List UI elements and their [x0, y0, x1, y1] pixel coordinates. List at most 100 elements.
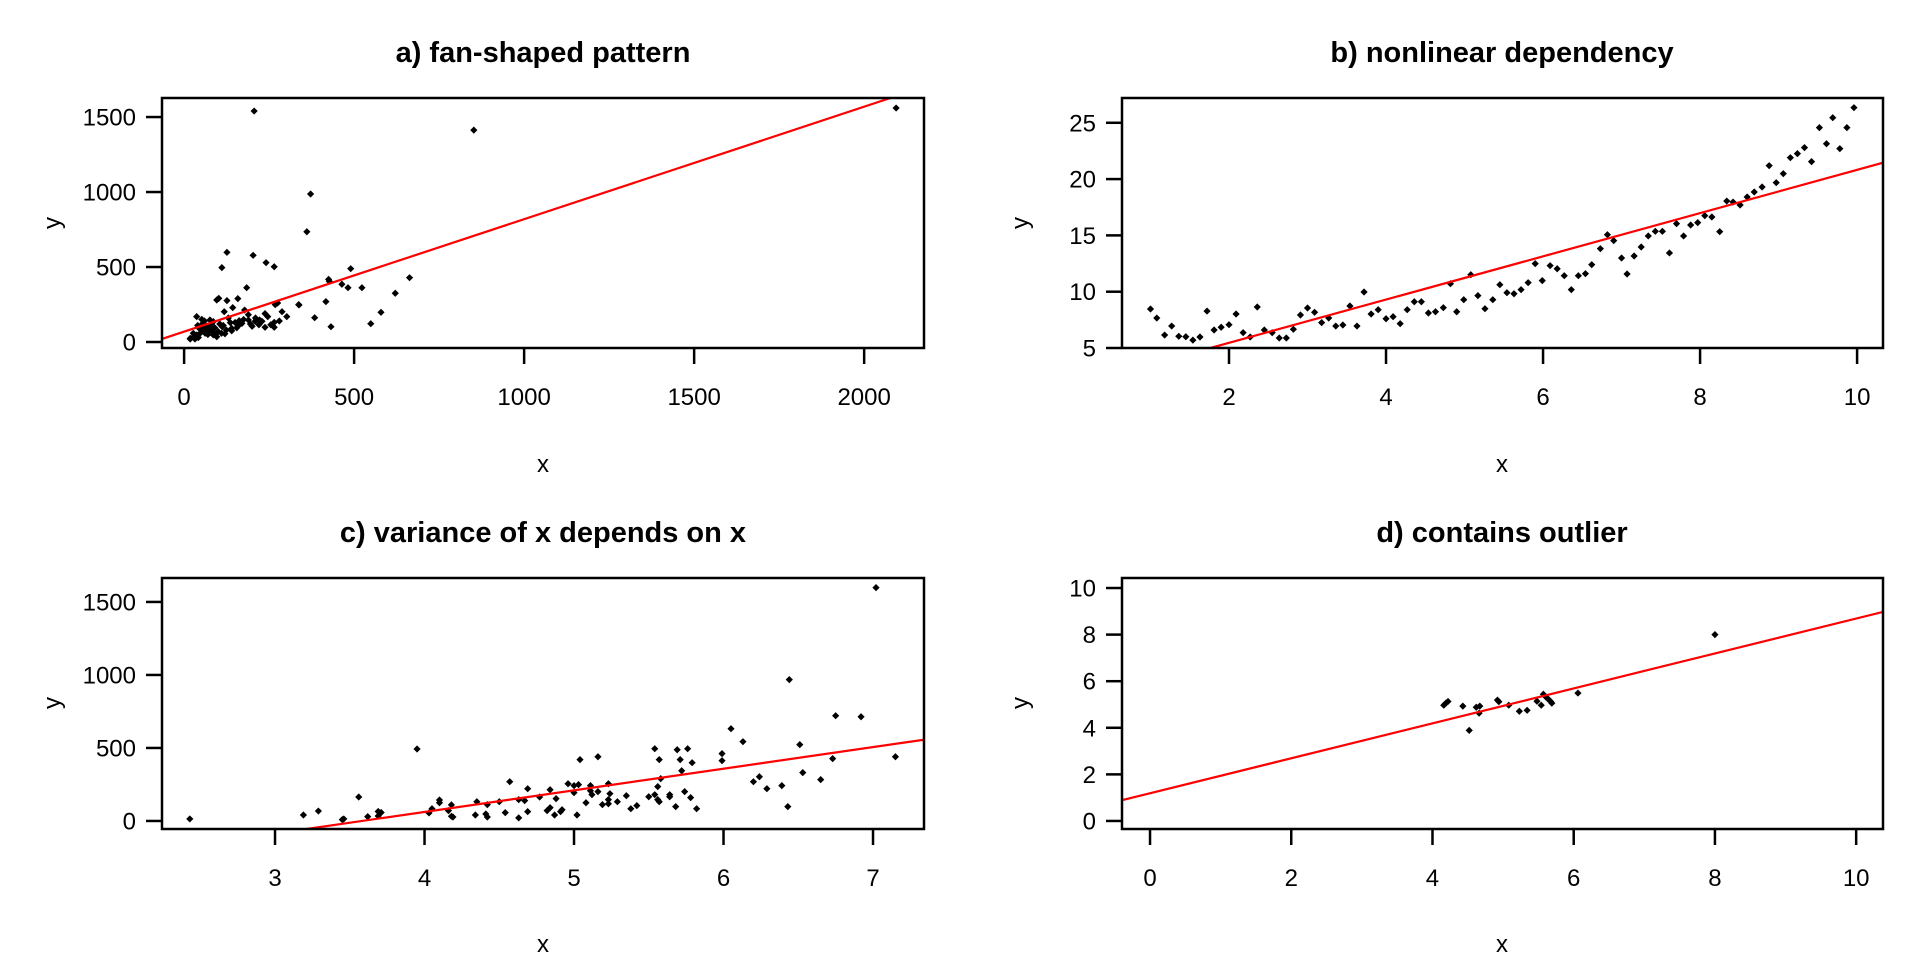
- data-point: [223, 297, 231, 305]
- data-point: [1567, 286, 1575, 294]
- data-point: [755, 773, 764, 781]
- data-point: [199, 323, 208, 331]
- data-point: [693, 805, 701, 813]
- data-point: [186, 335, 194, 343]
- data-point: [244, 311, 252, 319]
- data-point: [1332, 322, 1340, 330]
- data-point: [223, 248, 231, 256]
- data-point: [1444, 697, 1452, 706]
- data-point: [251, 317, 259, 325]
- panel-b-ylabel: y: [1007, 217, 1034, 229]
- plot-frame: [1120, 576, 1885, 831]
- data-point: [588, 791, 596, 799]
- data-point: [231, 318, 239, 327]
- data-point: [1574, 689, 1582, 697]
- data-point: [1296, 311, 1305, 319]
- data-point: [358, 284, 366, 292]
- data-point: [1439, 304, 1447, 312]
- data-point: [241, 306, 249, 314]
- data-point: [1701, 212, 1709, 220]
- data-point: [1539, 690, 1547, 698]
- data-point: [1694, 219, 1702, 227]
- data-point: [274, 299, 282, 307]
- data-point: [193, 313, 201, 321]
- data-point: [1644, 232, 1652, 240]
- data-point: [275, 317, 283, 325]
- data-point: [672, 803, 680, 811]
- data-point: [214, 327, 222, 336]
- y-tick-label: 6: [1083, 669, 1096, 696]
- data-point: [651, 791, 659, 799]
- regression-line: [298, 738, 924, 829]
- data-point: [233, 324, 241, 332]
- data-point: [1723, 197, 1731, 205]
- plot-frame: [1120, 96, 1885, 350]
- data-point: [244, 316, 252, 324]
- x-tick-label: 3: [268, 865, 281, 892]
- data-point: [604, 800, 613, 808]
- data-point: [799, 769, 807, 777]
- x-tick-label: 500: [334, 384, 374, 411]
- data-point: [857, 713, 865, 721]
- data-point: [546, 786, 554, 794]
- y-tick-label: 5: [1083, 336, 1096, 363]
- data-point: [295, 301, 303, 309]
- data-point: [550, 811, 559, 819]
- data-point: [1175, 332, 1183, 340]
- data-point: [1459, 702, 1467, 710]
- data-point: [1836, 145, 1844, 153]
- data-point: [191, 335, 199, 343]
- data-point: [817, 776, 825, 784]
- data-point: [1168, 322, 1176, 330]
- data-point: [739, 738, 747, 746]
- data-point: [627, 805, 635, 813]
- data-point: [1517, 286, 1525, 294]
- panel-b: b) nonlinear dependency x y 2 4 6 8 10 5 10 15 2…: [1007, 37, 1885, 478]
- data-point: [270, 263, 278, 271]
- x-tick-label: 6: [1536, 384, 1549, 411]
- data-point: [1779, 170, 1787, 178]
- data-point: [594, 788, 602, 796]
- data-point: [536, 793, 544, 801]
- data-point: [1196, 333, 1204, 341]
- y-tick-label: 4: [1083, 715, 1096, 742]
- y-tick-label: 10: [1069, 576, 1096, 603]
- data-point: [1203, 307, 1211, 315]
- panel-a-title: a) fan-shaped pattern: [396, 37, 691, 69]
- data-point: [832, 712, 840, 720]
- data-point: [1807, 158, 1816, 166]
- data-point: [246, 320, 255, 328]
- data-point: [355, 793, 363, 801]
- panel-d-xlabel: x: [1496, 931, 1508, 958]
- data-point: [1417, 298, 1425, 306]
- data-point: [1538, 277, 1546, 285]
- y-tick-label: 2: [1083, 762, 1096, 789]
- data-point: [1553, 265, 1561, 273]
- data-point: [258, 317, 266, 325]
- x-tick-label: 7: [866, 865, 879, 892]
- x-tick-label: 1000: [497, 384, 550, 411]
- data-point: [718, 750, 726, 758]
- data-point: [1531, 260, 1539, 268]
- data-point: [1496, 281, 1504, 289]
- data-point: [194, 333, 202, 342]
- data-point: [1410, 298, 1418, 306]
- data-point: [283, 313, 291, 321]
- data-point: [306, 190, 315, 198]
- data-point: [1843, 124, 1851, 132]
- panel-a-points: [186, 104, 900, 343]
- data-point: [1275, 334, 1283, 342]
- data-point: [213, 296, 221, 304]
- data-point: [344, 284, 352, 292]
- data-point: [613, 798, 621, 806]
- data-point: [249, 251, 257, 259]
- data-point: [1503, 289, 1511, 297]
- data-point: [1210, 326, 1218, 334]
- data-point: [189, 329, 197, 337]
- data-point: [1708, 213, 1716, 221]
- plot-frame: [160, 96, 926, 350]
- data-point: [1453, 308, 1461, 316]
- x-tick-label: 6: [717, 865, 730, 892]
- y-tick-label: 0: [1083, 808, 1096, 835]
- data-point: [594, 753, 602, 761]
